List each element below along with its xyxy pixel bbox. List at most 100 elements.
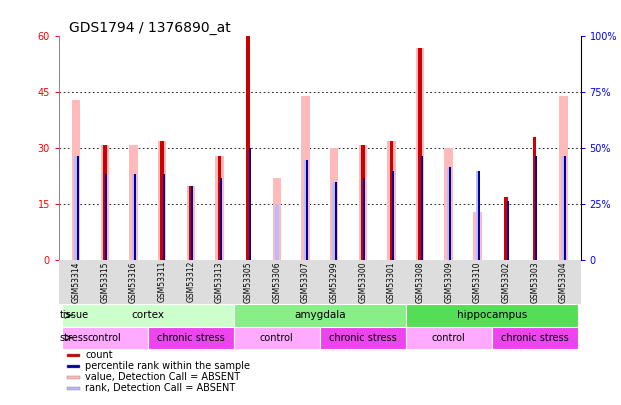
- Bar: [62, 326, 148, 349]
- Text: chronic stress: chronic stress: [501, 333, 569, 343]
- Text: GSM53308: GSM53308: [415, 261, 425, 303]
- Text: stress: stress: [60, 333, 89, 343]
- Bar: [358, 145, 367, 260]
- Bar: [406, 326, 492, 349]
- Bar: [189, 185, 193, 260]
- Bar: [158, 141, 166, 260]
- Text: value, Detection Call = ABSENT: value, Detection Call = ABSENT: [85, 373, 240, 382]
- Bar: [392, 171, 394, 260]
- Bar: [160, 175, 164, 260]
- Bar: [564, 156, 566, 260]
- Text: GSM53310: GSM53310: [473, 261, 482, 303]
- Bar: [163, 175, 165, 260]
- Bar: [247, 36, 250, 260]
- Text: GSM53302: GSM53302: [502, 261, 510, 303]
- Text: GSM53313: GSM53313: [215, 261, 224, 303]
- Text: control: control: [260, 333, 294, 343]
- Text: chronic stress: chronic stress: [157, 333, 225, 343]
- Bar: [406, 304, 578, 326]
- Bar: [189, 185, 193, 260]
- Bar: [447, 167, 450, 260]
- Bar: [218, 156, 221, 260]
- Text: GSM53303: GSM53303: [530, 261, 539, 303]
- Bar: [507, 200, 509, 260]
- Text: GSM53311: GSM53311: [158, 261, 166, 303]
- Text: control: control: [432, 333, 466, 343]
- Bar: [191, 185, 193, 260]
- Bar: [445, 148, 453, 260]
- Bar: [533, 137, 537, 260]
- Bar: [504, 197, 508, 260]
- Bar: [273, 178, 281, 260]
- Bar: [67, 376, 80, 379]
- Bar: [562, 156, 565, 260]
- Bar: [390, 171, 393, 260]
- Bar: [129, 145, 138, 260]
- Bar: [215, 156, 224, 260]
- Bar: [160, 141, 164, 260]
- Bar: [332, 182, 336, 260]
- Bar: [72, 100, 81, 260]
- Bar: [132, 175, 135, 260]
- Bar: [361, 178, 365, 260]
- Bar: [67, 354, 80, 357]
- Bar: [473, 212, 482, 260]
- Bar: [420, 156, 423, 260]
- Text: cortex: cortex: [132, 310, 165, 320]
- Text: count: count: [85, 350, 112, 360]
- Text: GSM53307: GSM53307: [301, 261, 310, 303]
- Bar: [75, 156, 78, 260]
- Bar: [476, 171, 479, 260]
- Bar: [101, 145, 109, 260]
- Bar: [535, 156, 537, 260]
- Text: GSM53306: GSM53306: [273, 261, 281, 303]
- Bar: [419, 48, 422, 260]
- Text: GSM53314: GSM53314: [71, 261, 81, 303]
- Bar: [306, 160, 308, 260]
- Bar: [559, 96, 568, 260]
- Bar: [134, 175, 136, 260]
- Bar: [363, 178, 365, 260]
- Text: GSM53305: GSM53305: [243, 261, 253, 303]
- Text: hippocampus: hippocampus: [456, 310, 527, 320]
- Bar: [234, 304, 406, 326]
- Bar: [478, 171, 480, 260]
- Text: GSM53315: GSM53315: [101, 261, 109, 303]
- Bar: [234, 326, 320, 349]
- Bar: [335, 182, 337, 260]
- Bar: [275, 204, 279, 260]
- Bar: [148, 326, 234, 349]
- Text: GSM53316: GSM53316: [129, 261, 138, 303]
- Bar: [62, 304, 234, 326]
- Text: chronic stress: chronic stress: [329, 333, 397, 343]
- Bar: [492, 326, 578, 349]
- Bar: [301, 96, 310, 260]
- Text: GSM53300: GSM53300: [358, 261, 367, 303]
- Bar: [249, 148, 251, 260]
- Text: GSM53309: GSM53309: [444, 261, 453, 303]
- Bar: [419, 156, 422, 260]
- Bar: [220, 178, 222, 260]
- Text: GSM53312: GSM53312: [186, 261, 196, 303]
- Bar: [218, 178, 221, 260]
- Text: control: control: [88, 333, 122, 343]
- Text: rank, Detection Call = ABSENT: rank, Detection Call = ABSENT: [85, 384, 235, 393]
- Bar: [304, 160, 307, 260]
- Text: GSM53304: GSM53304: [559, 261, 568, 303]
- Text: GSM53299: GSM53299: [330, 261, 338, 303]
- Bar: [67, 365, 80, 368]
- Bar: [390, 141, 393, 260]
- Bar: [361, 145, 365, 260]
- Bar: [103, 145, 107, 260]
- Bar: [416, 48, 424, 260]
- Text: tissue: tissue: [60, 310, 89, 320]
- Bar: [103, 175, 107, 260]
- Bar: [106, 175, 107, 260]
- Text: GDS1794 / 1376890_at: GDS1794 / 1376890_at: [70, 21, 231, 35]
- Bar: [330, 148, 338, 260]
- Bar: [450, 167, 451, 260]
- Text: percentile rank within the sample: percentile rank within the sample: [85, 362, 250, 371]
- Bar: [77, 156, 79, 260]
- Bar: [387, 141, 396, 260]
- Bar: [186, 185, 195, 260]
